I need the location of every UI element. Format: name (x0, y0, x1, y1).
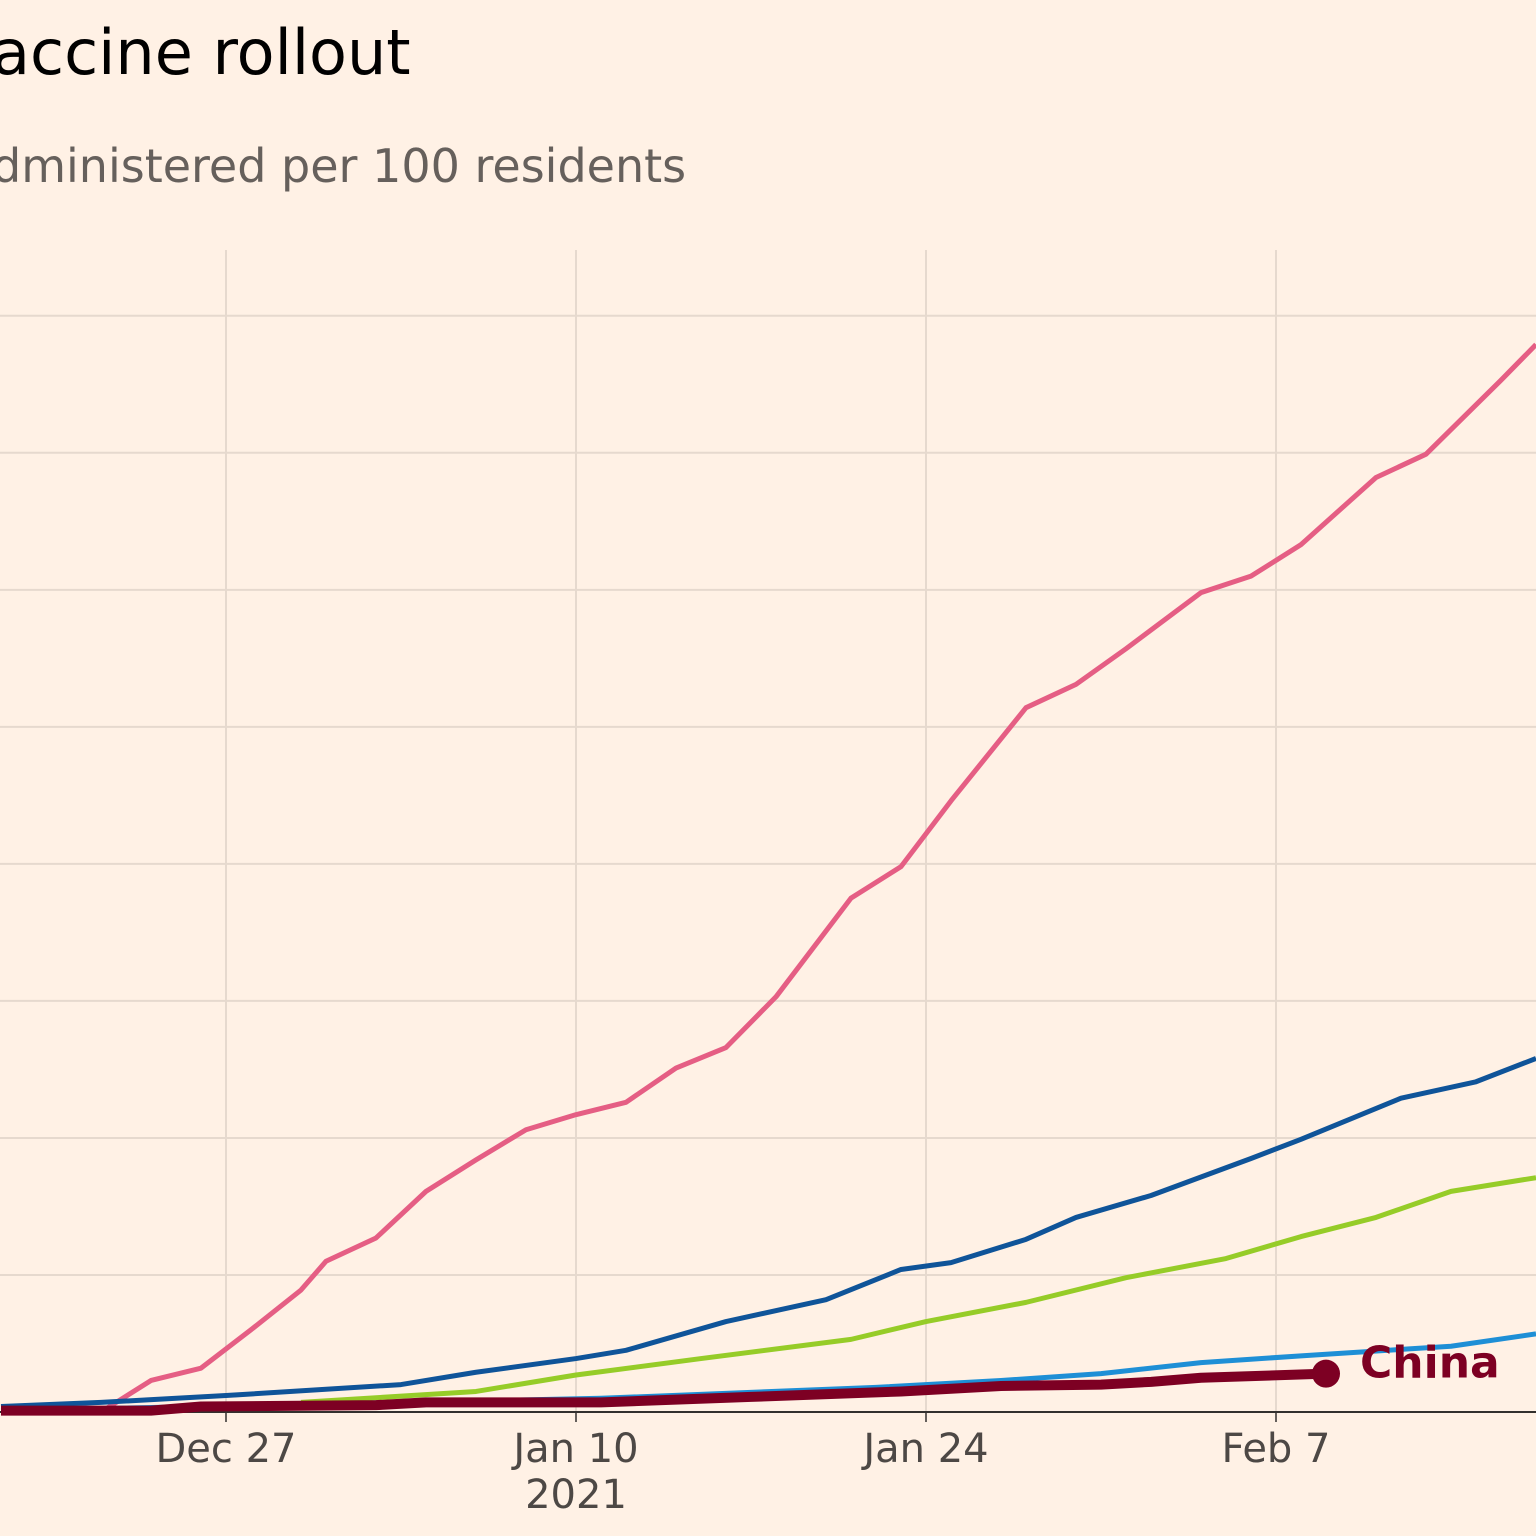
series-line (0, 1056, 1536, 1410)
x-tick-label: Dec 27 (155, 1426, 296, 1472)
x-tick-label: Jan 24 (860, 1426, 988, 1472)
x-tick-label: Feb 7 (1222, 1426, 1331, 1472)
series-line (300, 1175, 1536, 1405)
end-dot (1312, 1359, 1340, 1388)
series-label: China (1360, 1338, 1500, 1389)
series-line (1, 1368, 1327, 1416)
chart-title: accine rollout (0, 16, 411, 89)
year-label: 2021 (525, 1472, 627, 1518)
chart-subtitle: dministered per 100 residents (0, 139, 686, 193)
x-tick-label: Jan 10 (510, 1426, 638, 1472)
series-line (99, 342, 1536, 1415)
